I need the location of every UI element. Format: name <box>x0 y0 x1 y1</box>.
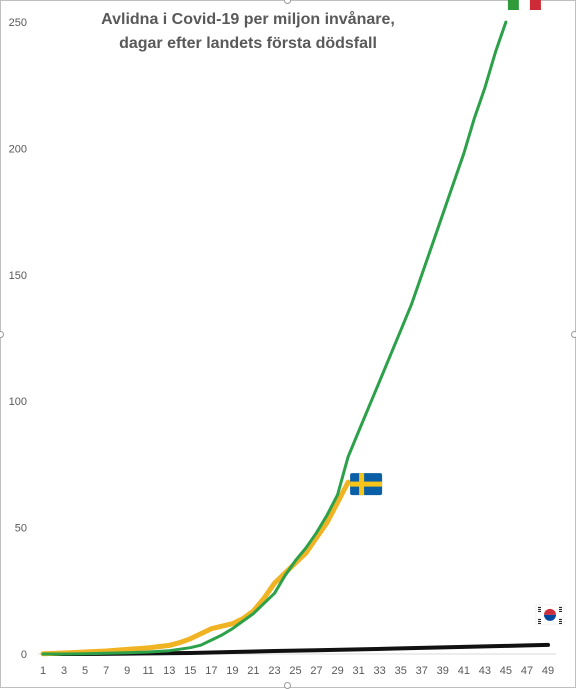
x-tick-label: 33 <box>374 665 386 677</box>
x-tick-label: 35 <box>395 665 407 677</box>
x-tick-label: 39 <box>437 665 449 677</box>
y-tick-label: 150 <box>9 270 27 282</box>
series-line-italy <box>41 20 508 656</box>
y-tick-label: 100 <box>9 396 27 408</box>
x-tick-label: 25 <box>289 665 301 677</box>
y-tick-label: 200 <box>9 143 27 155</box>
resize-handle-left[interactable] <box>0 331 4 338</box>
x-tick-label: 9 <box>124 665 130 677</box>
x-tick-label: 31 <box>353 665 365 677</box>
x-tick-label: 47 <box>521 665 533 677</box>
x-tick-label: 41 <box>458 665 470 677</box>
x-tick-label: 17 <box>205 665 217 677</box>
sweden-flag-icon <box>350 473 383 496</box>
x-tick-label: 37 <box>416 665 428 677</box>
y-tick-label: 0 <box>21 649 27 661</box>
south-korea-flag-icon <box>535 604 565 626</box>
x-tick-label: 1 <box>40 665 46 677</box>
x-tick-label: 29 <box>331 665 343 677</box>
resize-handle-top[interactable] <box>284 0 291 4</box>
x-tick-label: 11 <box>142 665 153 677</box>
italy-flag-icon <box>507 0 541 10</box>
chart-title-line-1: Avlidna i Covid-19 per miljon invånare, <box>101 11 395 28</box>
x-tick-label: 43 <box>479 665 491 677</box>
chart-title: Avlidna i Covid-19 per miljon invånare, … <box>28 8 468 56</box>
x-tick-label: 21 <box>247 665 259 677</box>
series-line-sweden <box>40 479 351 657</box>
x-tick-label: 13 <box>163 665 175 677</box>
x-tick-label: 5 <box>82 665 88 677</box>
x-tick-label: 7 <box>103 665 109 677</box>
x-tick-label: 15 <box>184 665 196 677</box>
y-tick-label: 250 <box>9 17 27 29</box>
chart-title-line-2: dagar efter landets första dödsfall <box>119 35 377 52</box>
x-tick-label: 45 <box>500 665 512 677</box>
x-tick-label: 3 <box>61 665 67 677</box>
resize-handle-right[interactable] <box>571 331 576 338</box>
x-tick-label: 19 <box>226 665 238 677</box>
x-tick-label: 27 <box>310 665 322 677</box>
x-tick-label: 23 <box>268 665 280 677</box>
x-tick-label: 49 <box>542 665 554 677</box>
y-tick-label: 50 <box>15 523 27 535</box>
